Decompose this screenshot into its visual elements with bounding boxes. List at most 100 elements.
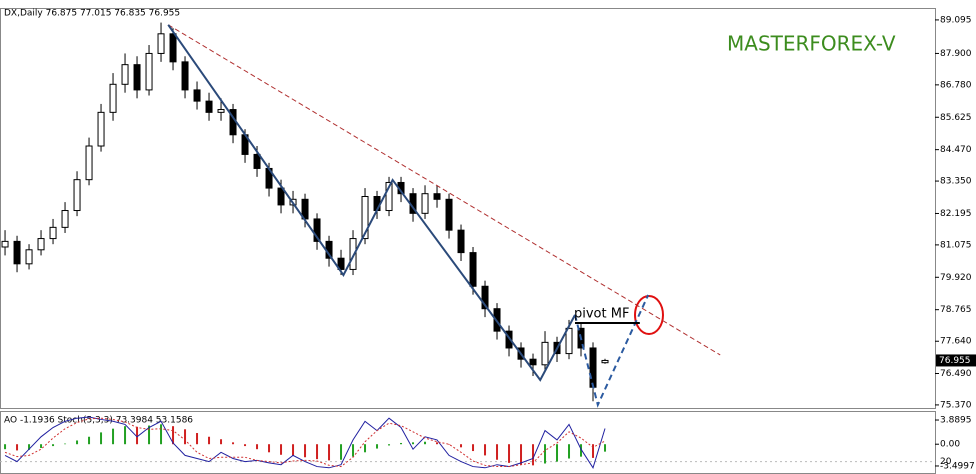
y-tick-label: 85.625 [940, 113, 972, 123]
candle-body [121, 64, 129, 85]
ao-bar [304, 444, 307, 458]
ao-bar [316, 444, 319, 460]
indicator-tick-label: -3.4997 [940, 461, 975, 471]
ao-bar [232, 442, 235, 445]
candle-body [61, 210, 69, 228]
current-price-label: 76.955 [939, 356, 971, 366]
candle-body [505, 330, 513, 349]
ao-bar [400, 442, 403, 445]
highlight-ellipse [634, 295, 664, 335]
candle-body [589, 347, 597, 388]
candle-body [277, 187, 285, 206]
ao-bar [580, 444, 583, 457]
indicator-tick-label: 3.8895 [940, 416, 972, 426]
candle-body [433, 193, 441, 200]
candle-body [469, 252, 477, 287]
ao-bar [412, 442, 415, 445]
ao-bar [160, 424, 163, 445]
candle-body [457, 229, 465, 254]
candle-body [445, 198, 453, 231]
candle-body [25, 249, 33, 265]
candle-body [361, 195, 369, 240]
y-tick-label: 87.900 [940, 49, 972, 59]
ao-bar [4, 444, 7, 450]
current-price-box [936, 354, 976, 367]
indicator-header: AO -1.1936 Stoch(5,3,3) 73.3984 53.1586 [4, 416, 193, 426]
ao-bar [520, 444, 523, 465]
candle-body [313, 218, 321, 242]
candle-body [169, 33, 177, 63]
candle-body [109, 83, 117, 113]
ao-bar [592, 444, 595, 458]
candle-body [193, 89, 201, 102]
candle-body [529, 358, 537, 366]
candle-body [181, 61, 189, 91]
ao-bar [172, 426, 175, 445]
trend-line [167, 24, 721, 356]
ao-bar [124, 426, 127, 445]
ao-bar [388, 444, 391, 446]
y-tick-label: 81.075 [940, 240, 972, 250]
y-tick-label: 84.470 [940, 145, 972, 155]
y-tick-label: 75.370 [940, 400, 972, 410]
candle-body [349, 238, 357, 270]
ao-bar [568, 444, 571, 459]
zigzag-line [167, 24, 576, 382]
candle-body [253, 153, 261, 169]
ao-bar [112, 428, 115, 445]
main-frame [0, 8, 936, 409]
candle-body [385, 181, 393, 212]
candle-body [37, 238, 45, 251]
ao-bar [352, 444, 355, 457]
ao-bar [64, 443, 67, 445]
ao-bar [604, 444, 607, 452]
candle-body [205, 100, 213, 113]
ao-bar [448, 444, 451, 445]
candle-body [145, 52, 153, 91]
ao-bar [244, 444, 247, 447]
ao-bar [532, 444, 535, 466]
watermark: MASTERFOREX-V [727, 32, 896, 56]
y-tick-label: 89.095 [940, 15, 972, 25]
candle-body [49, 226, 57, 240]
ao-bar [292, 444, 295, 457]
ao-bar [268, 444, 271, 453]
ao-bar [460, 444, 463, 448]
ao-bar [472, 444, 475, 452]
ao-bar [40, 444, 43, 448]
stoch-line [4, 417, 606, 468]
y-tick-label: 77.640 [940, 337, 972, 347]
ao-bar [544, 444, 547, 464]
ao-bar [184, 429, 187, 445]
candle-body [13, 240, 21, 265]
ao-bar [364, 444, 367, 453]
candle-body [133, 64, 141, 91]
ao-bar [496, 444, 499, 460]
y-tick-label: 79.920 [940, 273, 972, 283]
ao-bar [508, 444, 511, 463]
y-tick-label: 78.765 [940, 305, 972, 315]
ao-bar [52, 444, 55, 447]
ao-bar [136, 426, 139, 445]
projection-line [574, 294, 650, 408]
ao-bar [424, 441, 427, 445]
stoch-line [4, 416, 606, 469]
ao-bar [148, 425, 151, 445]
candle-body [565, 327, 573, 355]
ao-bar [16, 444, 19, 451]
ao-bar [220, 439, 223, 445]
candle-body [601, 359, 609, 364]
y-tick-label: 83.350 [940, 177, 972, 187]
candle-body [337, 257, 345, 270]
indicator-tick-label: 0.00 [940, 440, 960, 450]
candle-body [97, 111, 105, 147]
ao-bar [100, 432, 103, 445]
header: DX,Daily 76.875 77.015 76.835 76.955 [4, 9, 180, 19]
candle-body [157, 33, 165, 54]
ao-bar [484, 444, 487, 456]
candle-body [217, 109, 225, 113]
candle-body [421, 193, 429, 214]
candle-body [85, 145, 93, 181]
